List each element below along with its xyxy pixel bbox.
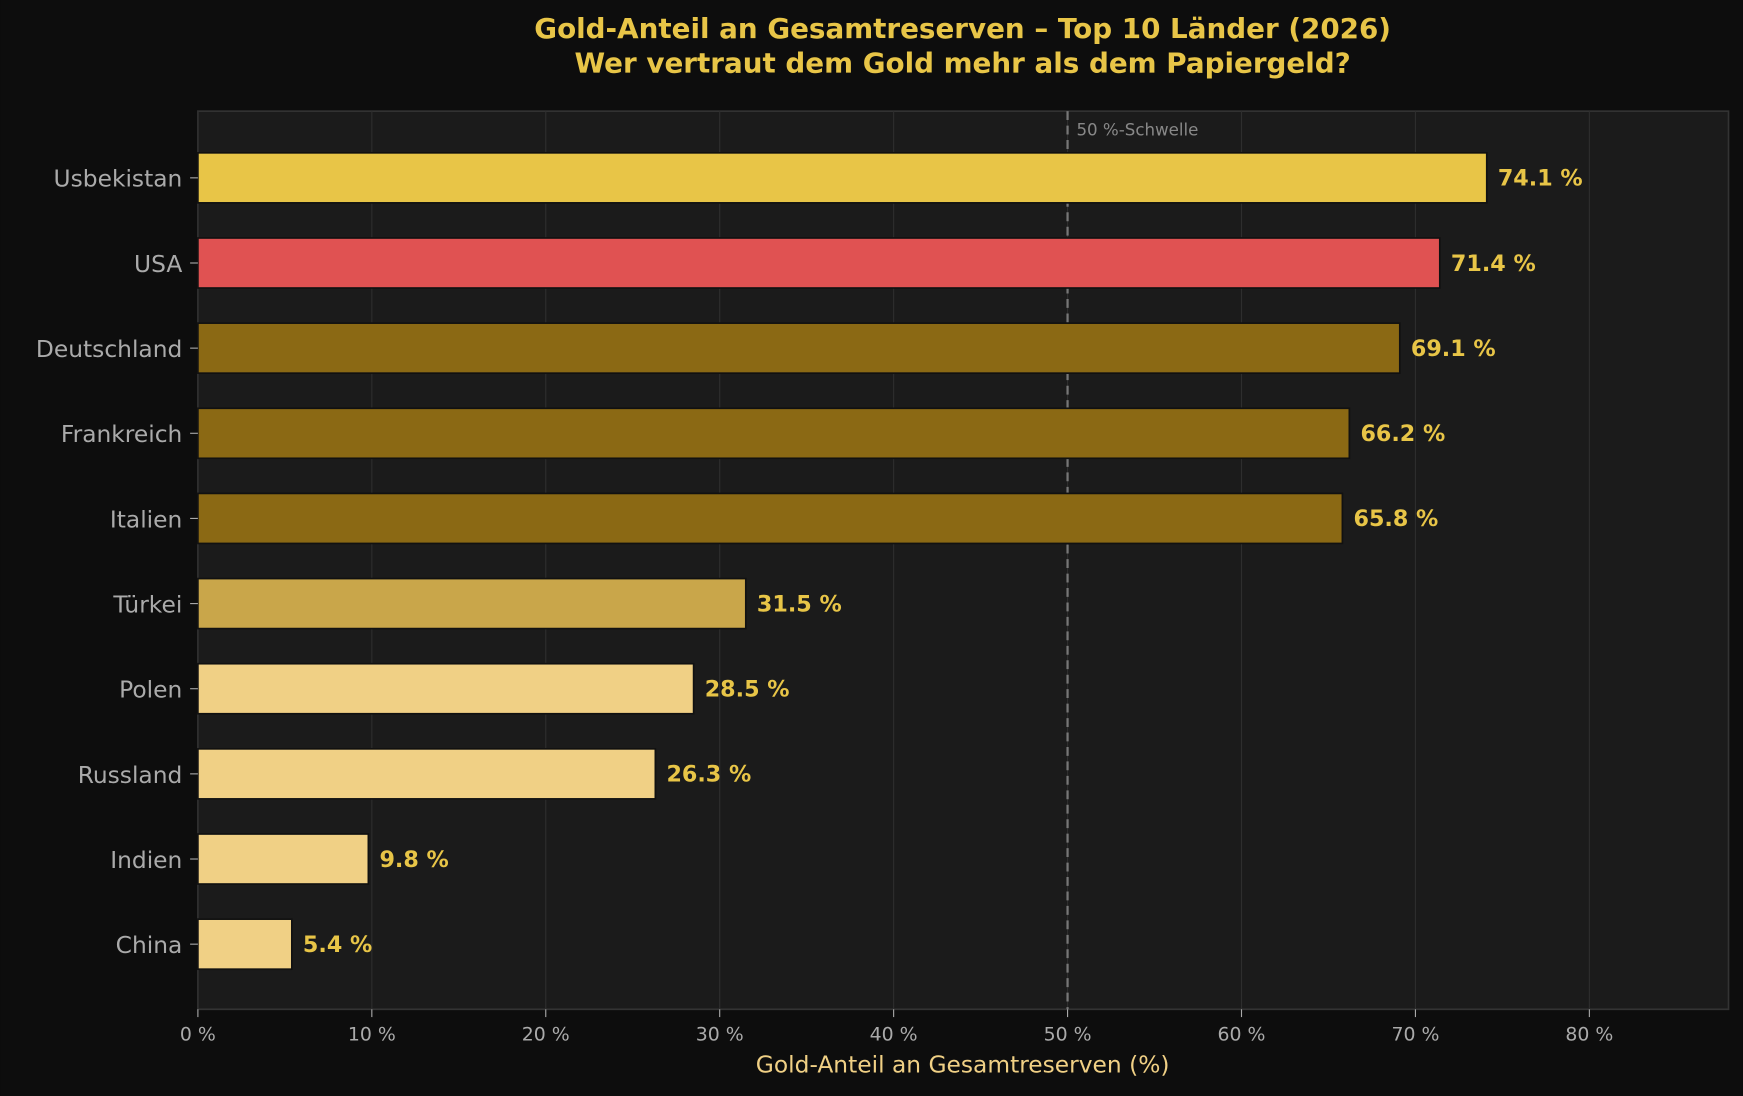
x-tick-label: 80 % <box>1565 1023 1613 1045</box>
data-label: 71.4 % <box>1451 251 1536 277</box>
x-tick-label: 0 % <box>180 1023 216 1045</box>
chart-subtitle: Wer vertraut dem Gold mehr als dem Papie… <box>575 46 1351 79</box>
x-tick-label: 30 % <box>696 1023 744 1045</box>
y-tick-label: Russland <box>78 761 183 789</box>
bar-indien <box>197 833 370 885</box>
y-tick-label: Italien <box>110 505 182 533</box>
x-tick-label: 50 % <box>1044 1023 1092 1045</box>
y-tick-label: Frankreich <box>61 420 182 448</box>
x-tick-label: 60 % <box>1218 1023 1266 1045</box>
bar-deutschland <box>197 322 1401 374</box>
data-label: 65.8 % <box>1353 506 1438 532</box>
x-tick-label: 70 % <box>1391 1023 1439 1045</box>
bar-frankreich <box>197 407 1351 460</box>
bar-polen <box>197 662 695 715</box>
chart-title: Gold-Anteil an Gesamtreserven – Top 10 L… <box>534 12 1391 45</box>
y-tick-label: China <box>116 931 183 959</box>
y-tick-label: Indien <box>110 846 182 874</box>
x-tick-label: 40 % <box>870 1023 918 1045</box>
bar-türkei <box>197 577 747 630</box>
data-label: 74.1 % <box>1498 166 1583 192</box>
data-label: 69.1 % <box>1411 336 1496 362</box>
y-tick-label: USA <box>134 250 182 278</box>
y-tick-label: Deutschland <box>36 335 182 363</box>
y-tick-label: Usbekistan <box>54 165 183 193</box>
data-label: 31.5 % <box>757 591 842 617</box>
threshold-label: 50 %-Schwelle <box>1076 121 1198 140</box>
data-label: 9.8 % <box>379 847 448 873</box>
bar-russland <box>197 748 657 800</box>
bar-china <box>197 918 293 971</box>
bar-italien <box>197 492 1344 545</box>
bar-usbekistan <box>197 152 1488 204</box>
y-tick-label: Polen <box>119 676 182 704</box>
bar-usa <box>197 237 1441 289</box>
data-label: 28.5 % <box>705 677 790 703</box>
data-label: 66.2 % <box>1360 421 1445 447</box>
x-tick-label: 10 % <box>348 1023 396 1045</box>
x-axis-label: Gold-Anteil an Gesamtreserven (%) <box>756 1051 1170 1079</box>
data-label: 26.3 % <box>666 762 751 788</box>
y-tick-label: Türkei <box>112 590 182 618</box>
x-tick-label: 20 % <box>522 1023 570 1045</box>
data-label: 5.4 % <box>303 932 372 958</box>
